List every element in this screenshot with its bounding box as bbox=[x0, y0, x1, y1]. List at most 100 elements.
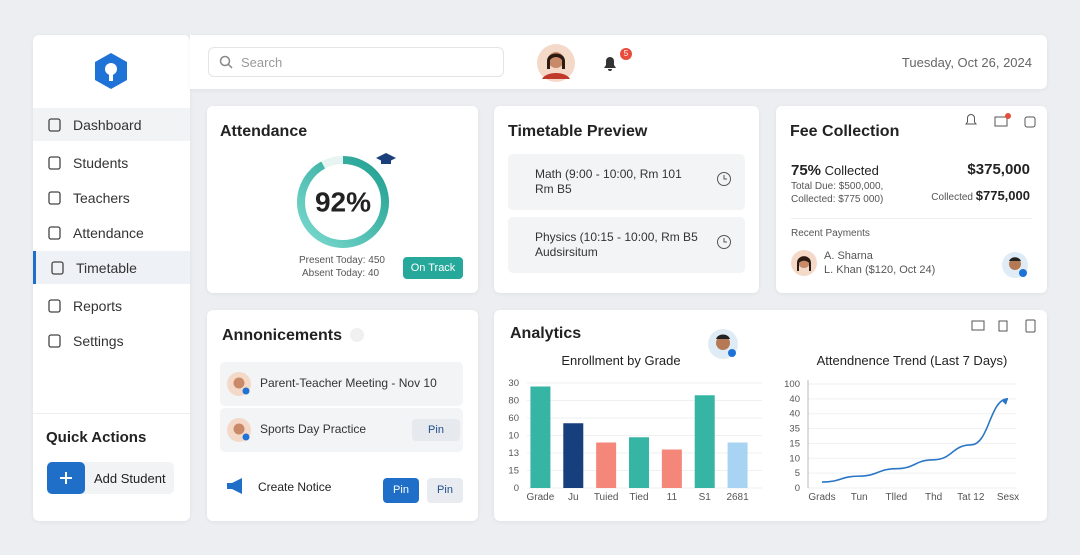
clock-hands bbox=[723, 238, 727, 243]
announcement-avatar bbox=[227, 418, 251, 442]
timetable-item[interactable]: Math (9:00 - 10:00, Rm 101 Rm B5 bbox=[508, 154, 745, 210]
fee-card: Fee Collection 75% Collected $375,000 To… bbox=[776, 106, 1047, 293]
ring-arc bbox=[297, 156, 389, 248]
pin-button[interactable]: Pin bbox=[427, 478, 463, 503]
icon-shape bbox=[48, 334, 61, 348]
icon-shape bbox=[48, 156, 61, 170]
nav-icon bbox=[48, 334, 61, 348]
header: Search 5 Tuesday, Oct 26, 2024 bbox=[190, 35, 1047, 89]
nav-icon bbox=[51, 261, 64, 275]
clock-icon bbox=[717, 235, 731, 249]
announcements-title: Annonicements bbox=[222, 327, 343, 344]
x-tick-label: Thd bbox=[925, 492, 942, 503]
create-notice[interactable]: Create Notice bbox=[258, 480, 332, 494]
bar bbox=[563, 423, 584, 488]
bar bbox=[661, 449, 682, 488]
attendance-ring: 92% bbox=[297, 156, 389, 248]
analytics-charts: Enrollment by Grade 0 15 13 10 60 80 30 Grade Ju T… bbox=[508, 353, 1019, 503]
y-tick-label: 40 bbox=[789, 409, 800, 420]
nav-item[interactable]: Settings bbox=[33, 324, 190, 357]
divider bbox=[791, 218, 1032, 219]
nav-label: Reports bbox=[73, 298, 123, 314]
analytics-icons bbox=[971, 319, 1036, 333]
add-student-button[interactable]: Add Student bbox=[47, 462, 174, 494]
y-tick-label: 15 bbox=[508, 466, 519, 477]
payer-avatar bbox=[1002, 252, 1028, 278]
avatar[interactable] bbox=[536, 43, 576, 83]
avatar-dot bbox=[242, 387, 250, 395]
x-tick-label: Tlled bbox=[886, 492, 908, 503]
sidebar: Quick Actions Add Student Dashboard Stude… bbox=[33, 35, 190, 521]
nav-label: Teachers bbox=[73, 190, 130, 206]
icon-shape bbox=[48, 118, 61, 132]
recent-title: Recent Payments bbox=[791, 228, 870, 239]
present-today: Present Today: 450 bbox=[299, 255, 385, 266]
notification-badge: 5 bbox=[620, 48, 632, 60]
timetable-card: Timetable Preview Math (9:00 - 10:00, Rm… bbox=[494, 106, 759, 293]
timetable-line: Audsirsitum bbox=[535, 245, 598, 259]
announcement-item[interactable]: Sports Day Practice Pin bbox=[220, 408, 463, 452]
announcement-text: Parent-Teacher Meeting - Nov 10 bbox=[260, 376, 437, 390]
x-tick-label: Grads bbox=[808, 492, 835, 503]
pin-button[interactable]: Pin bbox=[383, 478, 419, 503]
fee-icons bbox=[965, 113, 1036, 128]
payer-avatar bbox=[791, 250, 817, 276]
payment: A. Sharna bbox=[824, 250, 873, 262]
search-box[interactable]: Search bbox=[208, 47, 504, 77]
timetable-line: Math (9:00 - 10:00, Rm 101 bbox=[535, 167, 682, 181]
percent-label: 75% bbox=[791, 162, 822, 179]
icon-shape bbox=[48, 226, 61, 240]
icon-shape bbox=[48, 299, 61, 313]
pin-button[interactable]: Pin bbox=[412, 419, 460, 441]
collected-percent: 75% Collected bbox=[791, 162, 879, 179]
nav-item[interactable]: Reports bbox=[33, 289, 190, 322]
nav-label: Settings bbox=[73, 333, 124, 349]
bar bbox=[530, 386, 551, 488]
arrow-head bbox=[1002, 398, 1008, 405]
announcement-item[interactable]: Parent-Teacher Meeting - Nov 10 bbox=[220, 362, 463, 406]
nav-icon bbox=[48, 118, 61, 132]
y-tick-label: 13 bbox=[508, 448, 519, 459]
clock-icon bbox=[717, 172, 731, 186]
nav-icon bbox=[48, 226, 61, 240]
x-tick-label: 11 bbox=[667, 492, 678, 503]
x-tick-label: 2681 bbox=[726, 492, 749, 503]
status-badge: On Track bbox=[403, 257, 463, 279]
x-tick-label: Tuied bbox=[594, 492, 619, 503]
nav-label: Students bbox=[73, 155, 129, 171]
x-tick-label: Sesx bbox=[997, 492, 1019, 503]
chart-title: Attendnence Trend (Last 7 Days) bbox=[817, 353, 1008, 368]
bell-icon[interactable] bbox=[600, 53, 620, 73]
nav-label: Attendance bbox=[73, 225, 144, 241]
nav-item[interactable]: Timetable bbox=[33, 251, 190, 284]
nav-item[interactable]: Attendance bbox=[33, 216, 190, 249]
fee-total: $375,000 bbox=[967, 161, 1030, 178]
bar bbox=[629, 437, 649, 488]
quick-actions-title: Quick Actions bbox=[46, 429, 147, 446]
y-tick-label: 30 bbox=[508, 378, 519, 389]
clock-face bbox=[717, 235, 731, 249]
collected-amount: $775,000 bbox=[975, 188, 1030, 203]
nav-item[interactable]: Teachers bbox=[33, 181, 190, 214]
plus-icon bbox=[47, 462, 85, 494]
bar bbox=[727, 442, 748, 488]
icon-shape bbox=[48, 191, 61, 205]
attendance-title: Attendance bbox=[220, 123, 308, 140]
total-due: Total Due: $500,000, bbox=[791, 181, 884, 192]
nav-icon bbox=[48, 156, 61, 170]
y-tick-label: 10 bbox=[508, 431, 519, 442]
timetable-item[interactable]: Physics (10:15 - 10:00, Rm B5 Audsirsitum bbox=[508, 217, 745, 273]
y-tick-label: 40 bbox=[789, 394, 800, 405]
x-tick-label: Grade bbox=[527, 492, 555, 503]
nav-icon bbox=[48, 191, 61, 205]
nav-item[interactable]: Dashboard bbox=[33, 108, 190, 141]
chart-title: Enrollment by Grade bbox=[561, 353, 680, 368]
nav-item[interactable]: Students bbox=[33, 146, 190, 179]
timetable-line: Rm B5 bbox=[535, 182, 572, 196]
avatar-dot bbox=[242, 433, 250, 441]
y-tick-label: 60 bbox=[508, 413, 519, 424]
x-tick-label: S1 bbox=[699, 492, 712, 503]
x-tick-label: Tat 12 bbox=[957, 492, 985, 503]
divider bbox=[33, 413, 190, 414]
